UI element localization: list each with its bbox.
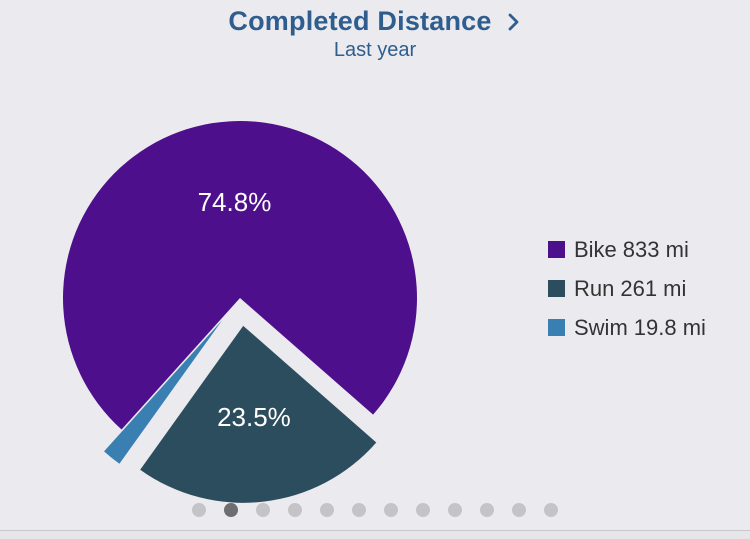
page-dot-1[interactable] <box>192 503 206 517</box>
legend-text-run: Run 261 mi <box>574 276 686 302</box>
chevron-right-icon[interactable] <box>506 10 522 34</box>
legend-amount-swim: 19.8 mi <box>633 314 706 340</box>
legend-text-swim: Swim 19.8 mi <box>574 315 706 341</box>
chart-subtitle: Last year <box>333 39 417 61</box>
title-row[interactable]: Completed Distance <box>228 6 521 37</box>
legend-label-swim: Swim <box>574 314 628 340</box>
pie-slice-bike[interactable] <box>62 121 417 430</box>
page-dot-8[interactable] <box>416 503 430 517</box>
legend-swatch-bike <box>548 241 565 258</box>
page-dot-2[interactable] <box>224 503 238 517</box>
legend-amount-run: 261 mi <box>620 275 687 301</box>
pie-label-run: 23.5% <box>217 402 291 432</box>
page-indicator <box>0 503 750 517</box>
chart-legend: Bike 833 mi Run 261 mi Swim 19.8 mi <box>548 230 706 347</box>
pie-slice-swim[interactable] <box>104 319 223 464</box>
chart-header[interactable]: Completed Distance Last year <box>0 6 750 62</box>
chart-title[interactable]: Completed Distance <box>228 6 492 36</box>
page-dot-11[interactable] <box>512 503 526 517</box>
legend-item-swim: Swim 19.8 mi <box>548 308 706 347</box>
page-dot-6[interactable] <box>352 503 366 517</box>
page-dot-12[interactable] <box>544 503 558 517</box>
legend-item-bike: Bike 833 mi <box>548 230 706 269</box>
legend-label-bike: Bike <box>574 236 617 262</box>
page-dot-4[interactable] <box>288 503 302 517</box>
page-dot-9[interactable] <box>448 503 462 517</box>
page-dot-3[interactable] <box>256 503 270 517</box>
page-dot-10[interactable] <box>480 503 494 517</box>
page-dot-5[interactable] <box>320 503 334 517</box>
legend-text-bike: Bike 833 mi <box>574 237 689 263</box>
legend-swatch-swim <box>548 319 565 336</box>
pie-label-bike: 74.8% <box>198 187 272 217</box>
legend-swatch-run <box>548 280 565 297</box>
pie-slice-run[interactable] <box>140 325 377 503</box>
page-dot-7[interactable] <box>384 503 398 517</box>
legend-item-run: Run 261 mi <box>548 269 706 308</box>
legend-amount-bike: 833 mi <box>622 236 689 262</box>
legend-label-run: Run <box>574 275 615 301</box>
